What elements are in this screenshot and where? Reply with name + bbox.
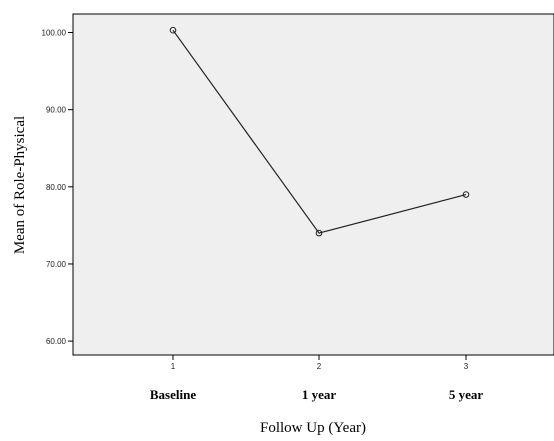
data-points bbox=[169, 26, 470, 237]
plot-area bbox=[72, 13, 554, 356]
series-line bbox=[172, 29, 467, 234]
x-category-label: 5 year bbox=[449, 387, 484, 402]
y-tick-label: 60.00 bbox=[46, 337, 67, 346]
x-axis-title: Follow Up (Year) bbox=[260, 420, 366, 436]
y-tick-label: 70.00 bbox=[46, 260, 67, 269]
y-tick-label: 100.00 bbox=[42, 29, 67, 38]
x-category-label: 1 year bbox=[302, 387, 337, 402]
data-point bbox=[169, 26, 177, 34]
x-category-label: Baseline bbox=[150, 387, 196, 402]
y-tick-label: 90.00 bbox=[46, 106, 67, 115]
y-axis: 60.00 70.00 80.00 90.00 100.00 bbox=[42, 29, 73, 346]
x-axis: 1 Baseline 2 1 year 3 5 year bbox=[150, 355, 483, 402]
y-tick-label: 80.00 bbox=[46, 183, 67, 192]
y-axis-title: Mean of Role-Physical bbox=[12, 116, 28, 254]
x-tick-number: 2 bbox=[317, 362, 322, 371]
data-point bbox=[315, 229, 323, 237]
x-tick-number: 3 bbox=[464, 362, 469, 371]
x-tick-number: 1 bbox=[171, 362, 176, 371]
data-point bbox=[462, 191, 470, 198]
